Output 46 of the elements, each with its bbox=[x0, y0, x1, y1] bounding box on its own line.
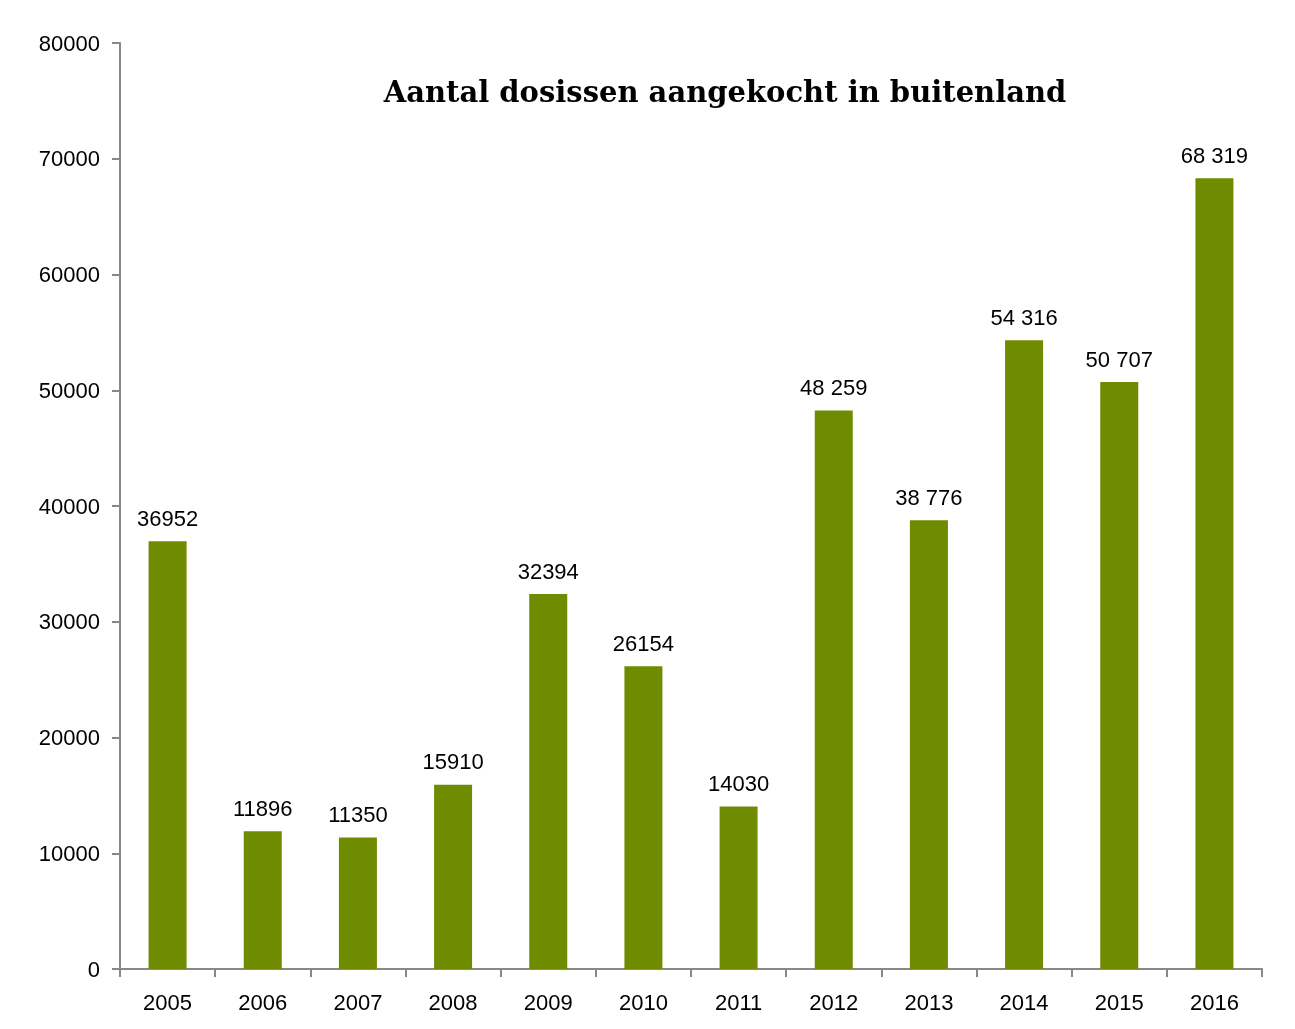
bar bbox=[148, 541, 187, 969]
data-label: 11350 bbox=[328, 802, 388, 828]
bar bbox=[719, 806, 758, 969]
y-tick-label: 0 bbox=[87, 956, 100, 982]
data-label: 38 776 bbox=[895, 484, 963, 510]
y-tick-label: 80000 bbox=[38, 30, 100, 56]
bar bbox=[529, 594, 568, 969]
x-tick-label: 2015 bbox=[1094, 989, 1144, 1015]
data-label: 11896 bbox=[232, 795, 293, 821]
bar bbox=[1005, 340, 1044, 969]
data-label: 50 707 bbox=[1085, 346, 1153, 372]
bar bbox=[814, 410, 853, 969]
data-label: 32394 bbox=[517, 558, 579, 584]
x-tick-label: 2008 bbox=[428, 989, 478, 1015]
data-label: 14030 bbox=[707, 771, 770, 797]
x-tick-label: 2010 bbox=[618, 989, 668, 1015]
x-tick-label: 2016 bbox=[1189, 989, 1239, 1015]
x-tick-label: 2007 bbox=[333, 989, 383, 1015]
y-tick-label: 10000 bbox=[38, 840, 100, 866]
bar bbox=[1195, 178, 1234, 969]
bar bbox=[338, 837, 377, 969]
y-tick-label: 20000 bbox=[38, 725, 100, 750]
bar bbox=[1100, 382, 1139, 969]
y-tick-label: 30000 bbox=[38, 609, 100, 635]
data-label: 54 316 bbox=[990, 304, 1058, 330]
bar bbox=[909, 520, 948, 969]
x-tick-label: 2014 bbox=[999, 989, 1049, 1015]
x-tick-label: 2011 bbox=[714, 989, 763, 1015]
y-tick-label: 70000 bbox=[38, 146, 100, 172]
data-label: 48 259 bbox=[800, 374, 868, 400]
y-tick-label: 60000 bbox=[38, 262, 100, 287]
data-label: 26154 bbox=[612, 630, 675, 656]
x-tick-label: 2006 bbox=[238, 989, 288, 1015]
x-tick-label: 2005 bbox=[143, 989, 193, 1015]
text: Aantal dosissen aangekocht in buitenland bbox=[382, 74, 1067, 109]
bar bbox=[243, 831, 282, 969]
x-tick-label: 2009 bbox=[523, 989, 573, 1015]
data-label: 68 319 bbox=[1180, 142, 1249, 168]
bar bbox=[434, 784, 473, 969]
x-tick-label: 2012 bbox=[809, 989, 859, 1015]
y-tick-label: 50000 bbox=[38, 377, 100, 403]
y-tick-label: 40000 bbox=[38, 493, 100, 519]
bar bbox=[624, 666, 663, 969]
data-label: 36952 bbox=[136, 505, 199, 531]
x-tick-label: 2013 bbox=[904, 989, 954, 1015]
data-label: 15910 bbox=[422, 749, 484, 775]
